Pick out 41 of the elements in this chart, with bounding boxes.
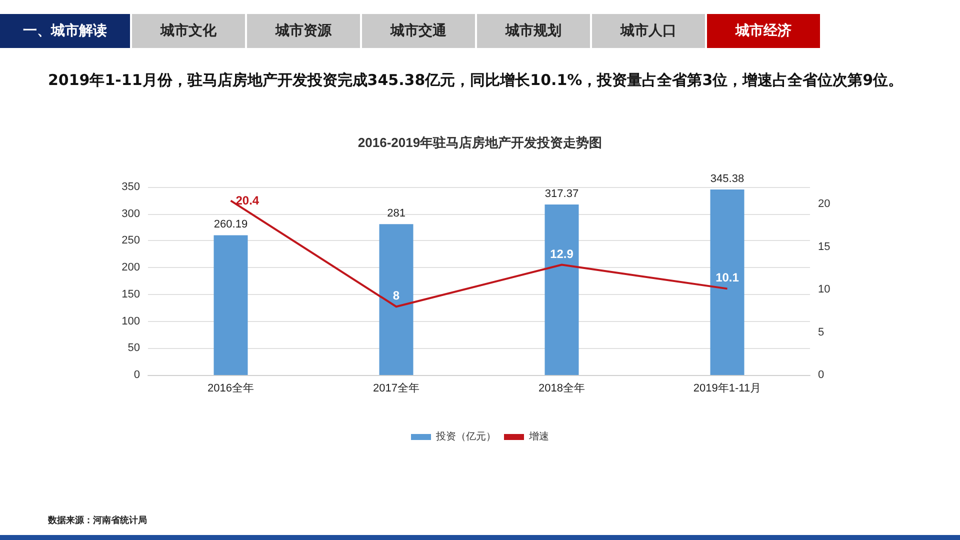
x-tick-label: 2018全年	[538, 382, 585, 394]
data-label: 10.1	[716, 270, 740, 285]
x-tick-label: 2019年1-11月	[693, 382, 762, 394]
y-tick-label: 0	[134, 369, 140, 381]
y2-tick-label: 0	[818, 369, 824, 381]
y-tick-label: 250	[122, 234, 140, 247]
text: 城市人口	[592, 14, 705, 48]
bar	[379, 224, 414, 375]
legend-label: 增速	[528, 430, 549, 442]
data-label: 281	[387, 208, 406, 220]
text: 一、城市解读	[0, 14, 130, 48]
y-tick-label: 350	[122, 181, 140, 193]
text: 城市交通	[362, 14, 475, 48]
y-tick-label: 150	[122, 288, 140, 300]
x-tick-label: 2016全年	[208, 382, 254, 394]
y-tick-label: 300	[122, 208, 140, 220]
y2-tick-label: 10	[818, 284, 830, 296]
text: 城市规划	[477, 14, 590, 48]
y2-tick-label: 15	[818, 240, 830, 253]
data-label: 345.38	[710, 172, 744, 185]
bar	[710, 189, 744, 375]
y-tick-label: 200	[122, 262, 140, 274]
text: 城市经济	[707, 14, 820, 48]
data-label: 8	[392, 288, 400, 303]
data-label: 260.19	[214, 218, 248, 231]
data-label: 20.4	[236, 194, 260, 208]
bar	[214, 235, 248, 375]
text: 城市文化	[132, 14, 245, 48]
chart-title: 2016-2019年驻马店房地产开发投资走势图	[358, 135, 602, 150]
y2-tick-label: 20	[818, 198, 830, 210]
y-tick-label: 100	[122, 315, 140, 328]
legend-label: 投资（亿元）	[435, 430, 496, 442]
source-note: 数据来源：河南省统计局	[48, 514, 147, 527]
x-tick-label: 2017全年	[373, 382, 420, 394]
data-label: 317.37	[544, 188, 579, 200]
y2-tick-label: 5	[818, 326, 824, 338]
data-label: 12.9	[550, 246, 574, 261]
text: 城市资源	[247, 14, 360, 48]
y-tick-label: 50	[128, 342, 140, 354]
bar	[544, 204, 579, 375]
chart-subtitle: 2019年1-11月份，驻马店房地产开发投资完成345.38亿元，同比增长10.1%，投资量占全省第3位，增速占全省位次第9位。	[48, 70, 904, 91]
